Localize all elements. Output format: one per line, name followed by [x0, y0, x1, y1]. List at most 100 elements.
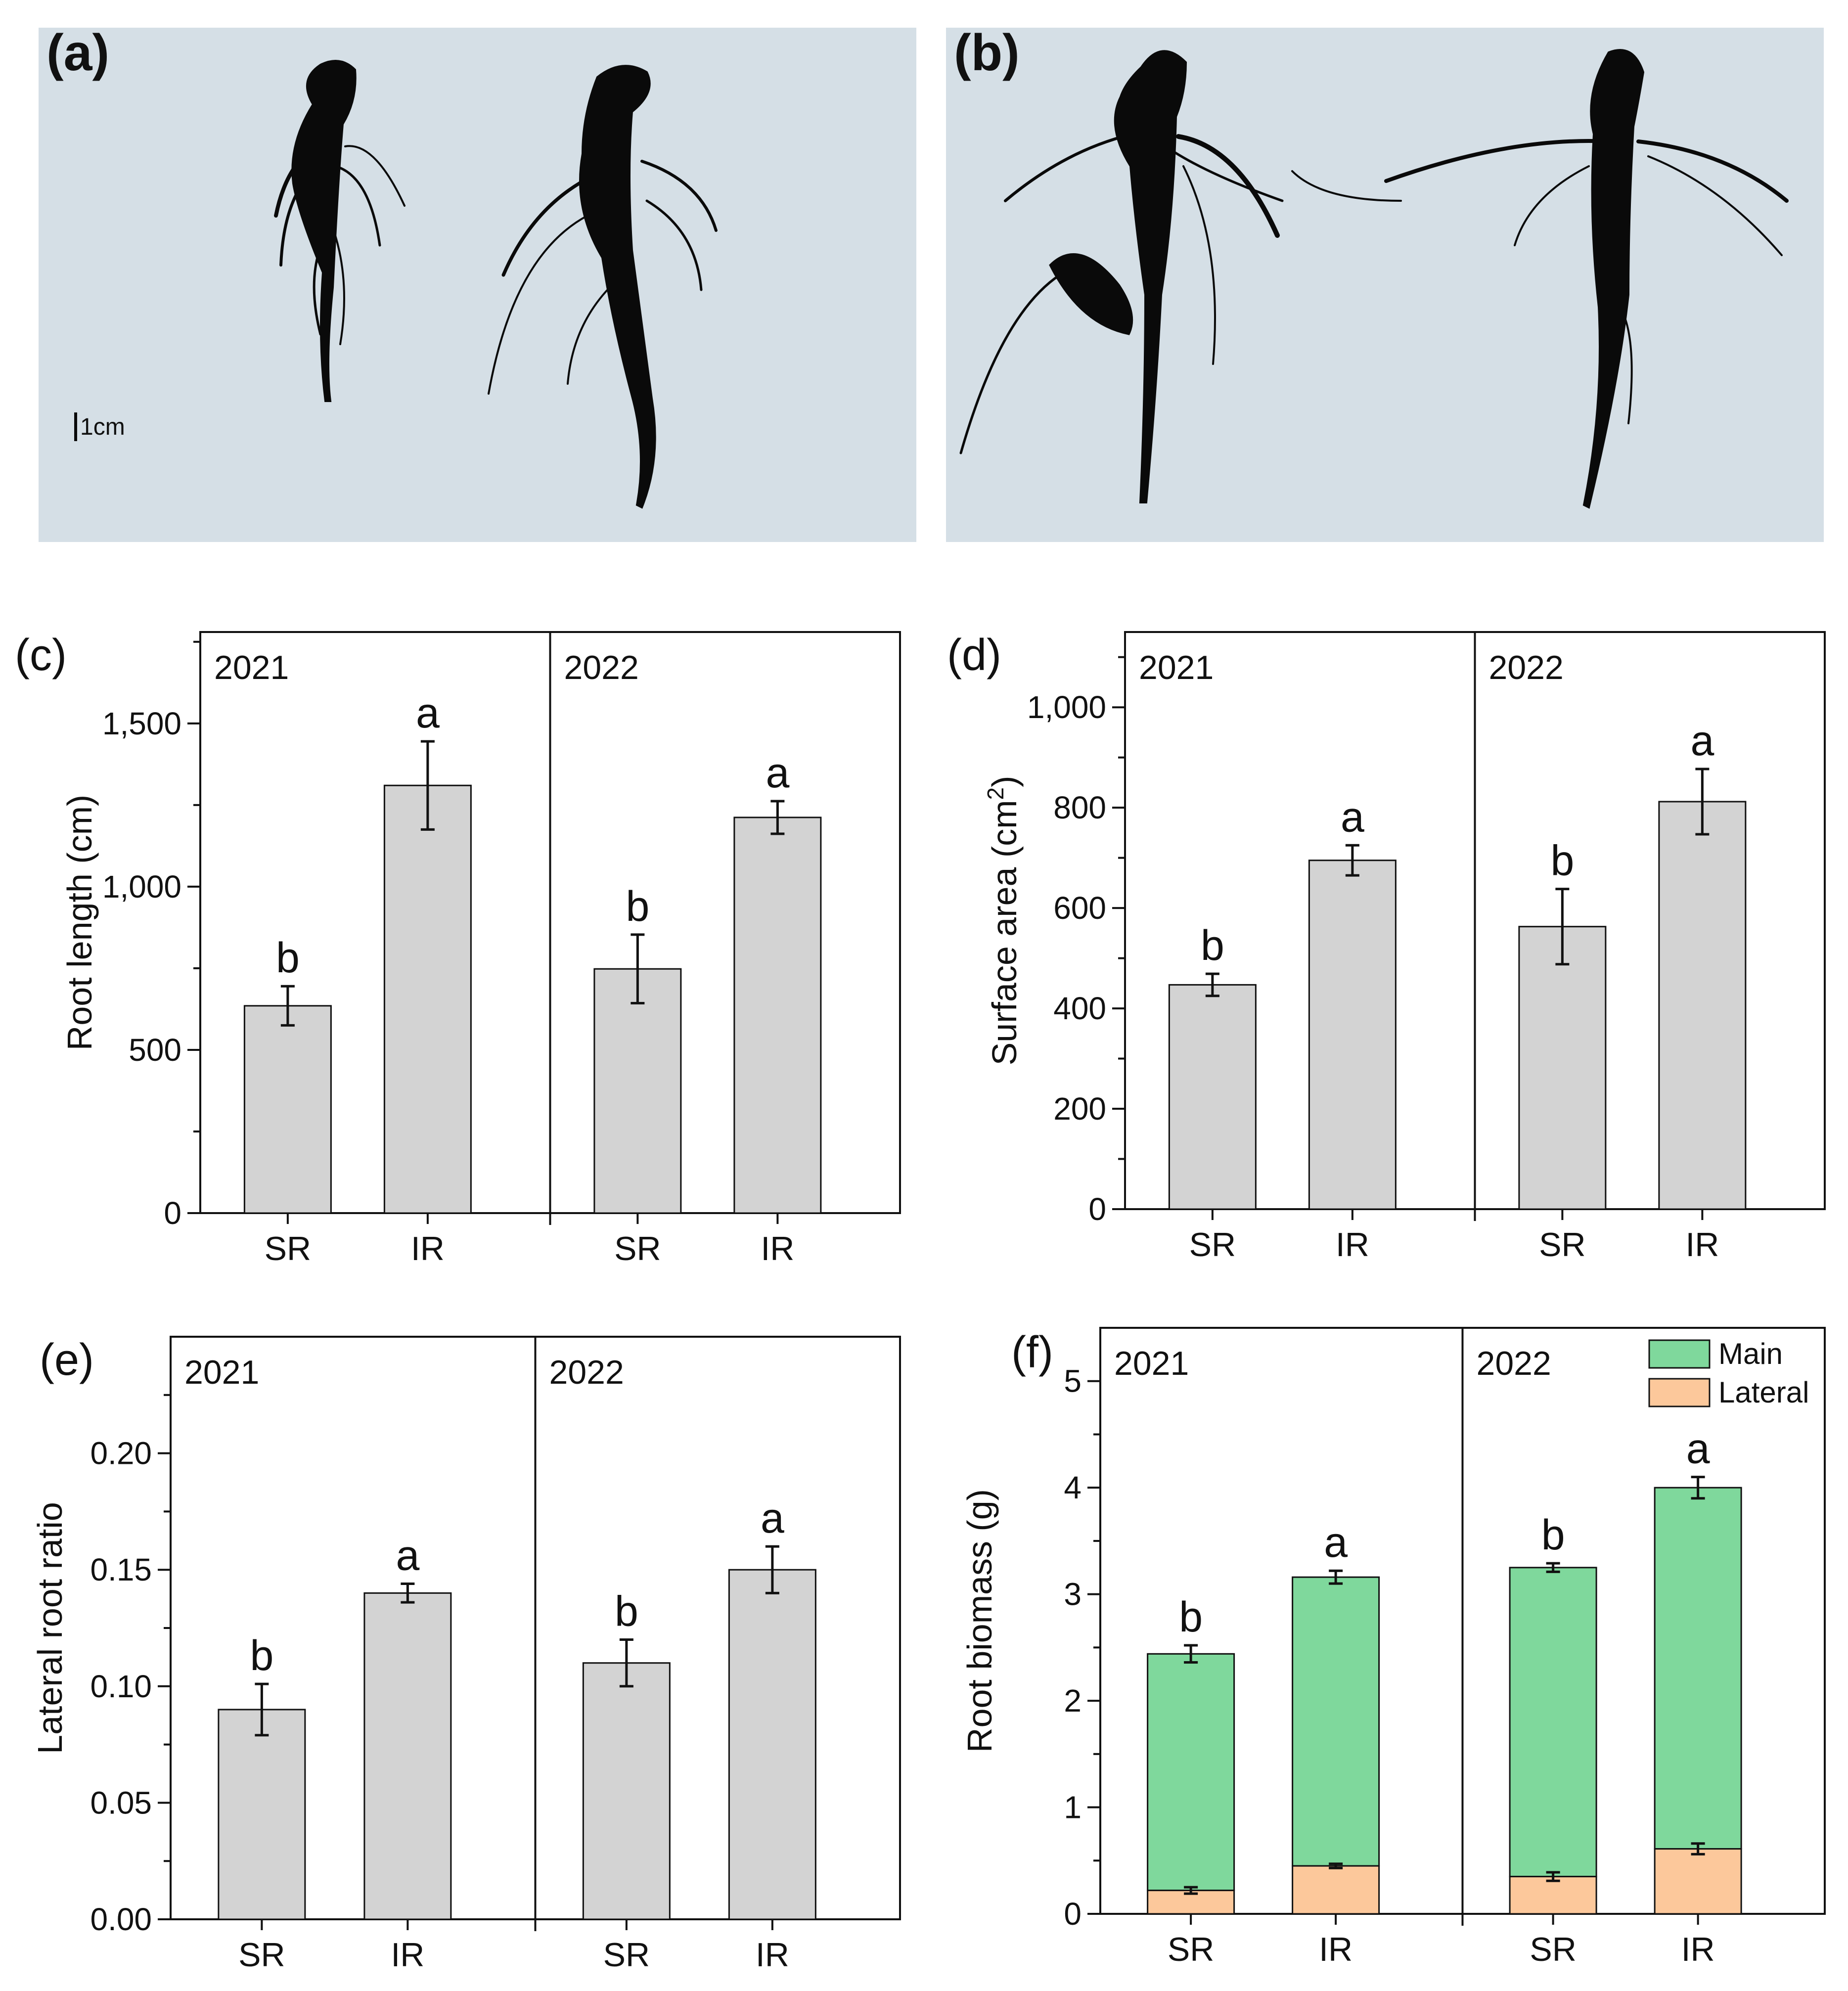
significance-letter: a	[1686, 1425, 1710, 1473]
x-tick-label: IR	[761, 1230, 794, 1267]
y-tick-label: 0	[164, 1195, 181, 1231]
legend-swatch	[1648, 1378, 1711, 1407]
x-tick-label: IR	[411, 1230, 445, 1267]
y-tick-label: 600	[1053, 890, 1106, 926]
bar	[1518, 926, 1607, 1210]
bar	[733, 816, 822, 1214]
year-label: 2021	[214, 649, 289, 686]
significance-letter: b	[1179, 1593, 1203, 1641]
panel-label-b: (b)	[954, 28, 1020, 82]
y-tick-label: 3	[1064, 1577, 1082, 1612]
significance-letter: b	[250, 1632, 273, 1679]
y-tick-label: 1,000	[1027, 689, 1106, 725]
year-label: 2022	[564, 649, 639, 686]
bar	[593, 968, 682, 1214]
significance-letter: a	[766, 749, 789, 797]
bar	[1308, 860, 1397, 1210]
y-tick-label: 0.10	[90, 1669, 152, 1704]
chart-e: (e) 0.00 0.05 0.10 0.15 0.20 Lateral root rati…	[31, 1335, 901, 1974]
root-photo-b	[959, 49, 1789, 509]
x-tick-label: SR	[238, 1936, 285, 1974]
significance-letter: b	[1550, 837, 1574, 885]
significance-letter: a	[1690, 717, 1714, 765]
x-tick-label: IR	[1685, 1226, 1719, 1264]
y-tick-label: 2	[1064, 1683, 1082, 1719]
panel-label: (e)	[40, 1335, 94, 1385]
bar-lateral	[1654, 1848, 1742, 1915]
y-tick-label: 4	[1064, 1470, 1082, 1505]
significance-letter: b	[1541, 1511, 1565, 1559]
year-label: 2021	[1114, 1345, 1189, 1382]
y-tick-label: 0.05	[90, 1785, 152, 1820]
x-tick-label: IR	[391, 1936, 424, 1974]
root-photo-a	[74, 60, 718, 509]
y-tick-label: 0.00	[90, 1901, 152, 1937]
year-label: 2021	[1139, 649, 1214, 686]
x-tick-label: SR	[1539, 1226, 1585, 1264]
year-label: 2022	[549, 1354, 624, 1391]
significance-letter: b	[1201, 922, 1224, 969]
significance-letter: a	[1341, 793, 1364, 841]
x-tick-label: SR	[1168, 1931, 1214, 1968]
x-tick-label: SR	[1530, 1931, 1576, 1968]
bar-main	[1654, 1487, 1742, 1850]
year-label: 2022	[1477, 1345, 1551, 1382]
scale-bar-label: 1cm	[80, 414, 125, 440]
chart-f: (f) 0 1 2 3 4 5 Root biomass (g) 2021 SR b IR a 2022 S…	[960, 1327, 1826, 1968]
x-tick-label: IR	[1681, 1931, 1715, 1968]
bar	[243, 1005, 332, 1214]
y-axis-label: Surface area (cm2)	[983, 776, 1024, 1066]
bar	[582, 1662, 671, 1920]
y-axis-label: Lateral root ratio	[31, 1502, 69, 1754]
scale-bar	[74, 412, 77, 441]
y-tick-label: 1,500	[102, 706, 181, 741]
y-tick-label: 1,000	[102, 869, 181, 905]
y-tick-label: 800	[1053, 790, 1106, 825]
year-label: 2021	[184, 1354, 259, 1391]
legend-label: Lateral	[1718, 1376, 1809, 1409]
y-tick-label: 0	[1088, 1191, 1106, 1227]
bar-lateral	[1509, 1876, 1597, 1915]
x-tick-label: SR	[603, 1936, 650, 1974]
significance-letter: a	[396, 1532, 419, 1579]
significance-letter: b	[615, 1588, 638, 1635]
bar	[728, 1569, 816, 1920]
panel-label: (d)	[947, 631, 1001, 680]
legend-swatch	[1648, 1339, 1711, 1369]
year-label: 2022	[1489, 649, 1564, 686]
bar	[1658, 801, 1747, 1210]
significance-letter: a	[416, 689, 440, 737]
x-tick-label: IR	[756, 1936, 789, 1974]
x-tick-label: IR	[1319, 1931, 1352, 1968]
legend-label: Main	[1718, 1337, 1783, 1370]
panel-label: (f)	[1011, 1328, 1053, 1377]
significance-letter: b	[626, 883, 649, 930]
bar-lateral	[1292, 1865, 1380, 1915]
y-tick-label: 0	[1064, 1896, 1082, 1932]
y-tick-label: 500	[129, 1032, 181, 1068]
bar	[383, 784, 472, 1214]
chart-c: (c) 0 500 1,000 1,500 Root length (cm) 2021 SR b…	[15, 631, 901, 1267]
bar-main	[1292, 1576, 1380, 1867]
x-tick-label: IR	[1336, 1226, 1369, 1264]
significance-letter: a	[1324, 1519, 1348, 1566]
bar	[1168, 984, 1257, 1210]
x-tick-label: SR	[614, 1230, 661, 1267]
y-tick-label: 0.20	[90, 1436, 152, 1471]
significance-letter: a	[761, 1494, 784, 1542]
x-tick-label: SR	[1189, 1226, 1236, 1264]
panel-label-a: (a)	[46, 28, 110, 82]
y-axis-label: Root length (cm)	[60, 795, 99, 1050]
significance-letter: b	[276, 934, 300, 982]
y-tick-label: 0.15	[90, 1552, 152, 1587]
panel-label: (c)	[15, 631, 67, 680]
bar-main	[1147, 1653, 1235, 1892]
y-axis-label: Root biomass (g)	[960, 1489, 999, 1753]
y-tick-label: 200	[1053, 1091, 1106, 1127]
bar	[363, 1592, 452, 1920]
bar-main	[1509, 1567, 1597, 1878]
y-tick-label: 5	[1064, 1363, 1082, 1399]
photo-panel-a: (a) 1cm	[39, 28, 916, 542]
y-tick-label: 400	[1053, 991, 1106, 1026]
